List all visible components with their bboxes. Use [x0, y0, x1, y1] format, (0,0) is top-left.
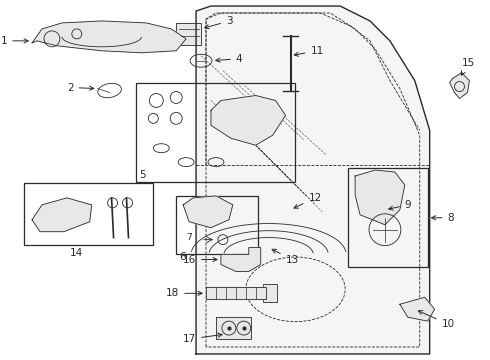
Polygon shape — [221, 248, 261, 271]
Bar — [263, 284, 276, 302]
Text: 9: 9 — [389, 200, 412, 210]
Polygon shape — [449, 73, 469, 99]
Text: 5: 5 — [140, 170, 146, 180]
Polygon shape — [32, 21, 186, 53]
Text: 12: 12 — [294, 193, 321, 208]
Text: 2: 2 — [67, 82, 94, 93]
Text: 14: 14 — [70, 248, 83, 258]
Polygon shape — [355, 170, 405, 225]
Polygon shape — [400, 297, 435, 321]
Bar — [136, 82, 295, 182]
Text: 8: 8 — [432, 213, 454, 223]
Text: 3: 3 — [205, 16, 233, 29]
Text: 11: 11 — [294, 46, 323, 56]
Text: 16: 16 — [183, 255, 217, 265]
Polygon shape — [183, 196, 233, 228]
Text: 1: 1 — [0, 36, 28, 46]
Text: 6: 6 — [179, 252, 186, 262]
Text: 4: 4 — [216, 54, 243, 64]
Polygon shape — [206, 287, 266, 299]
Bar — [24, 183, 153, 244]
Text: 15: 15 — [461, 58, 475, 75]
Polygon shape — [196, 6, 430, 354]
Text: 13: 13 — [272, 249, 299, 265]
Text: 18: 18 — [166, 288, 202, 298]
Bar — [176, 23, 201, 45]
Text: 10: 10 — [418, 311, 455, 329]
Bar — [176, 196, 258, 253]
Polygon shape — [32, 198, 92, 232]
Polygon shape — [216, 317, 251, 339]
Text: 7: 7 — [186, 233, 192, 242]
Polygon shape — [211, 95, 286, 145]
Text: 17: 17 — [183, 333, 222, 344]
Bar — [348, 168, 428, 267]
